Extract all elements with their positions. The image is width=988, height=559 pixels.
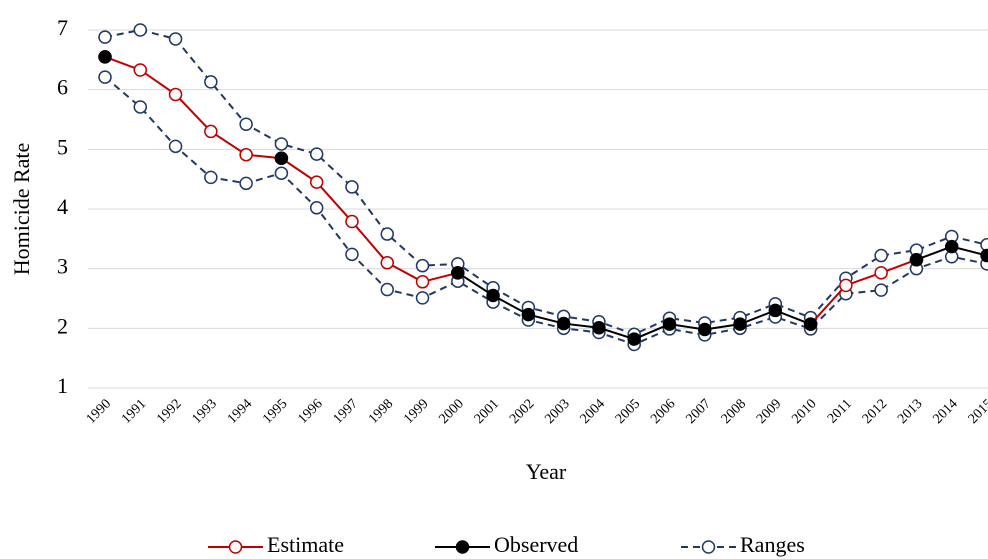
x-tick-label: 1992 [154, 396, 184, 426]
legend-item: Estimate [208, 532, 344, 557]
point-marker [874, 266, 888, 280]
point-marker [239, 176, 253, 191]
point-marker [415, 291, 430, 305]
point-marker [239, 147, 253, 162]
y-tick-label: 1 [57, 373, 68, 398]
point-marker [380, 227, 394, 241]
point-marker [204, 124, 218, 139]
x-tick-label: 2009 [754, 396, 784, 426]
x-tick-label: 2004 [578, 396, 608, 426]
x-tick-label: 2008 [719, 396, 749, 426]
point-marker [803, 317, 818, 331]
x-tick-label: 2011 [825, 396, 855, 426]
x-tick-label: 1998 [366, 396, 396, 426]
point-marker [380, 282, 394, 297]
point-marker [733, 317, 747, 331]
x-tick-label: 2015 [966, 396, 988, 426]
point-marker [380, 255, 394, 270]
point-marker [451, 266, 465, 280]
y-tick-label: 6 [57, 75, 68, 100]
x-tick-label: 1994 [225, 396, 255, 426]
x-tick-label: 2006 [648, 396, 678, 426]
point-marker [909, 252, 924, 267]
point-marker [556, 316, 571, 331]
point-marker [592, 320, 606, 335]
point-marker [345, 214, 359, 229]
point-marker [980, 248, 988, 263]
point-marker [627, 332, 641, 346]
point-marker [98, 30, 112, 44]
x-tick-label: 2013 [895, 396, 925, 426]
point-marker [168, 32, 183, 46]
point-marker [415, 258, 430, 273]
point-marker [839, 278, 853, 293]
legend-label: Observed [494, 532, 578, 557]
point-marker [345, 247, 359, 262]
series-line [104, 55, 917, 325]
point-marker [133, 63, 148, 77]
point-marker [239, 117, 253, 132]
point-marker [309, 201, 324, 215]
point-marker [274, 151, 289, 166]
y-tick-label: 3 [57, 254, 68, 279]
x-tick-label: 1991 [119, 396, 149, 426]
point-marker [521, 307, 536, 322]
point-marker [309, 175, 324, 189]
point-marker [345, 180, 359, 194]
point-marker [415, 275, 430, 289]
y-tick-label: 4 [57, 194, 68, 219]
legend-marker [228, 540, 243, 554]
x-tick-label: 1993 [190, 396, 220, 426]
point-marker [98, 70, 112, 84]
point-marker [168, 87, 183, 102]
legend-label: Ranges [740, 532, 805, 557]
x-tick-label: 1999 [401, 396, 431, 426]
x-tick-label: 2010 [789, 396, 819, 426]
point-marker [133, 100, 148, 114]
x-tick-label: 2000 [436, 396, 466, 426]
series-line [104, 76, 988, 346]
point-marker [944, 239, 959, 254]
point-marker [168, 139, 183, 154]
point-marker [204, 170, 218, 185]
y-tick-label: 2 [57, 313, 68, 338]
legend-marker [455, 540, 470, 554]
x-tick-label: 1995 [260, 396, 290, 426]
point-marker [274, 166, 289, 180]
point-marker [98, 50, 112, 64]
x-tick-label: 2002 [507, 396, 537, 426]
y-axis-label: Homicide Rate [9, 143, 34, 276]
x-tick-label: 2001 [472, 396, 502, 426]
x-tick-label: 2003 [542, 396, 572, 426]
point-marker [309, 147, 324, 161]
legend-item: Ranges [681, 532, 805, 557]
point-marker [204, 75, 218, 89]
point-marker [874, 283, 888, 297]
point-marker [874, 248, 888, 263]
y-tick-label: 5 [57, 134, 68, 159]
point-marker [133, 23, 148, 37]
series-line [457, 245, 988, 341]
legend-item: Observed [435, 532, 578, 557]
point-marker [768, 303, 783, 318]
x-axis-label: Year [526, 459, 567, 484]
x-tick-label: 1990 [84, 396, 114, 426]
y-tick-label: 7 [57, 15, 68, 40]
point-marker [486, 288, 500, 303]
x-tick-label: 2007 [683, 396, 713, 426]
point-marker [698, 322, 712, 337]
legend-marker [701, 540, 716, 554]
x-tick-label: 2014 [930, 396, 960, 426]
point-marker [662, 317, 677, 331]
x-tick-label: 2005 [613, 396, 643, 426]
legend-label: Estimate [267, 532, 344, 557]
point-marker [274, 137, 289, 151]
x-tick-label: 1997 [331, 396, 361, 426]
x-tick-label: 1996 [295, 396, 325, 426]
x-tick-label: 2012 [860, 396, 890, 426]
